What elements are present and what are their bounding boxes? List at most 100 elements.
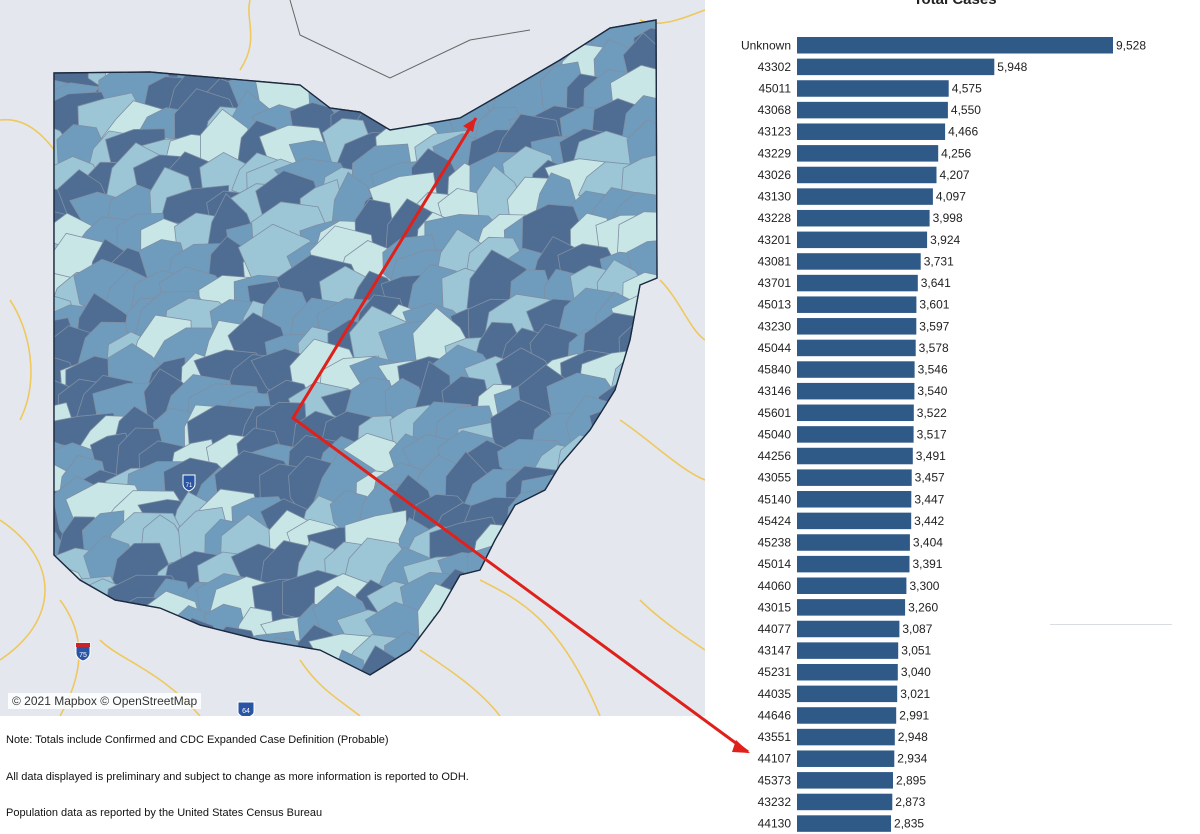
zip-region[interactable]: [614, 371, 681, 440]
zip-region[interactable]: [603, 470, 687, 513]
zip-region[interactable]: [586, 521, 645, 567]
zip-region[interactable]: [579, 627, 657, 691]
bar[interactable]: [797, 231, 928, 249]
zip-region[interactable]: [407, 635, 469, 682]
bar[interactable]: [797, 642, 899, 659]
bar[interactable]: [797, 663, 898, 681]
bar[interactable]: [797, 620, 900, 638]
zip-region[interactable]: [84, 598, 138, 655]
bar[interactable]: [797, 253, 921, 270]
zip-region[interactable]: [495, 600, 576, 661]
zip-region[interactable]: [415, 41, 462, 110]
bar[interactable]: [797, 469, 912, 486]
bar[interactable]: [797, 361, 915, 378]
zip-region[interactable]: [466, 21, 527, 72]
zip-code-regions[interactable]: [6, 0, 703, 716]
zip-region[interactable]: [627, 509, 663, 593]
zip-region[interactable]: [604, 657, 695, 714]
zip-region[interactable]: [419, 11, 465, 65]
bar[interactable]: [797, 599, 906, 616]
zip-region[interactable]: [543, 0, 584, 38]
zip-region[interactable]: [532, 521, 584, 576]
zip-region[interactable]: [591, 429, 642, 493]
bar[interactable]: [797, 728, 895, 746]
zip-region[interactable]: [113, 0, 164, 40]
zip-region[interactable]: [178, 0, 236, 41]
zip-region[interactable]: [431, 23, 513, 75]
bar[interactable]: [797, 188, 933, 205]
bar[interactable]: [797, 382, 915, 400]
zip-region[interactable]: [467, 544, 532, 606]
bar[interactable]: [797, 707, 897, 724]
zip-region[interactable]: [25, 0, 73, 35]
map-panel[interactable]: 75 71 64 © 2021 Mapbox © OpenStreetMap: [0, 0, 705, 716]
zip-region[interactable]: [540, 575, 626, 621]
zip-region[interactable]: [513, 542, 591, 605]
zip-region[interactable]: [589, 584, 649, 631]
zip-region[interactable]: [563, 558, 622, 602]
bar[interactable]: [797, 145, 939, 162]
zip-region[interactable]: [622, 634, 669, 675]
bar[interactable]: [797, 318, 917, 335]
zip-region[interactable]: [221, 630, 301, 681]
zip-region[interactable]: [351, 0, 412, 28]
zip-region[interactable]: [582, 463, 654, 511]
zip-region[interactable]: [500, 0, 559, 55]
zip-region[interactable]: [627, 610, 677, 651]
map-attribution[interactable]: © 2021 Mapbox © OpenStreetMap: [8, 693, 202, 709]
bar[interactable]: [797, 685, 898, 703]
bar[interactable]: [797, 296, 917, 313]
zip-region[interactable]: [321, 0, 371, 35]
zip-region[interactable]: [113, 628, 172, 688]
zip-region[interactable]: [425, 0, 510, 51]
bar[interactable]: [797, 447, 913, 465]
zip-region[interactable]: [297, 0, 344, 46]
zip-region[interactable]: [348, 42, 423, 88]
zip-region[interactable]: [473, 632, 532, 675]
zip-region[interactable]: [54, 0, 117, 35]
bar[interactable]: [797, 101, 948, 119]
zip-region[interactable]: [575, 491, 619, 535]
zip-region[interactable]: [492, 629, 572, 680]
zip-region[interactable]: [516, 498, 598, 539]
zip-region[interactable]: [403, 0, 473, 43]
zip-region[interactable]: [535, 657, 579, 715]
bar[interactable]: [797, 491, 912, 508]
zip-region[interactable]: [618, 579, 689, 625]
zip-region[interactable]: [390, 74, 434, 126]
zip-region[interactable]: [567, 604, 621, 664]
bar[interactable]: [797, 512, 912, 530]
zip-region[interactable]: [33, 7, 89, 77]
bar[interactable]: [797, 534, 910, 551]
zip-region[interactable]: [72, 0, 146, 39]
zip-region[interactable]: [263, 10, 321, 82]
zip-region[interactable]: [556, 519, 622, 578]
bar[interactable]: [797, 426, 914, 443]
zip-region[interactable]: [319, 13, 367, 68]
bar[interactable]: [797, 209, 930, 227]
zip-region[interactable]: [197, 22, 257, 58]
zip-region[interactable]: [433, 660, 520, 716]
bar[interactable]: [797, 750, 895, 767]
bar[interactable]: [797, 815, 891, 832]
zip-region[interactable]: [428, 36, 506, 105]
zip-region[interactable]: [371, 29, 455, 100]
bar[interactable]: [797, 555, 910, 573]
zip-region[interactable]: [169, 13, 227, 66]
zip-region[interactable]: [50, 19, 112, 67]
bar[interactable]: [797, 339, 916, 357]
zip-region[interactable]: [441, 629, 510, 689]
zip-region[interactable]: [531, 586, 600, 668]
total-cases-chart[interactable]: Total Cases Unknown 9,528 43302 5,948 45011 4…: [705, 0, 1200, 834]
zip-region[interactable]: [392, 0, 434, 42]
zip-region[interactable]: [589, 493, 667, 549]
zip-region[interactable]: [253, 656, 326, 716]
bar[interactable]: [797, 80, 949, 97]
zip-region[interactable]: [144, 0, 202, 45]
zip-region[interactable]: [315, 46, 378, 88]
zip-region[interactable]: [222, 0, 288, 47]
zip-region[interactable]: [630, 549, 679, 601]
zip-region[interactable]: [489, 25, 554, 72]
zip-region[interactable]: [456, 0, 545, 44]
zip-region[interactable]: [262, 0, 317, 53]
